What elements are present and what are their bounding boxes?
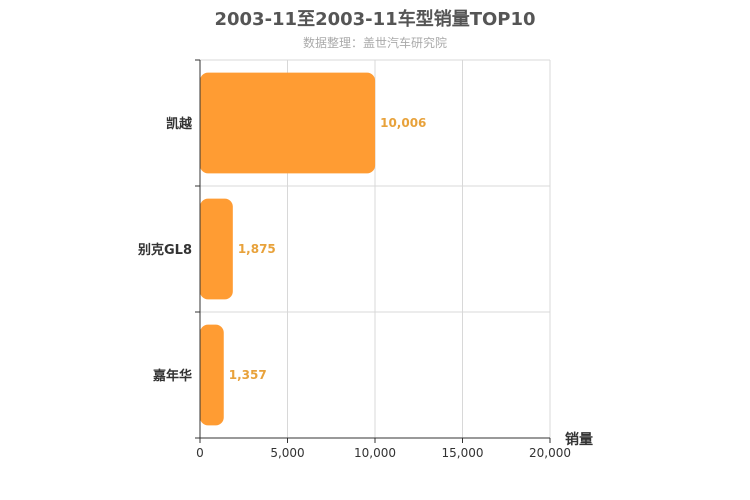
category-label: 别克GL8 [137,242,192,258]
category-label: 凯越 [166,116,193,132]
x-tick-label: 0 [196,446,204,460]
x-tick-label: 10,000 [354,446,396,460]
x-axis-title: 销量 [565,431,593,448]
bar [200,198,233,300]
bar [200,72,376,174]
bar [200,324,224,426]
chart-subtitle: 数据整理：盖世汽车研究院 [302,36,447,50]
axis-layer [195,59,551,443]
value-label: 1,875 [238,242,276,256]
x-tick-label: 15,000 [442,446,484,460]
value-label: 1,357 [229,368,267,382]
bar-layer [200,72,376,426]
value-label: 10,006 [380,116,426,130]
x-tick-label: 20,000 [529,446,571,460]
chart-title: 2003-11至2003-11车型销量TOP10 [214,9,536,30]
category-label: 嘉年华 [152,368,192,384]
label-layer: 10,006 凯越 1,875 别克GL8 1,357 嘉年华 0 5,000 10,000 15… [137,116,593,460]
x-tick-label: 5,000 [270,446,304,460]
